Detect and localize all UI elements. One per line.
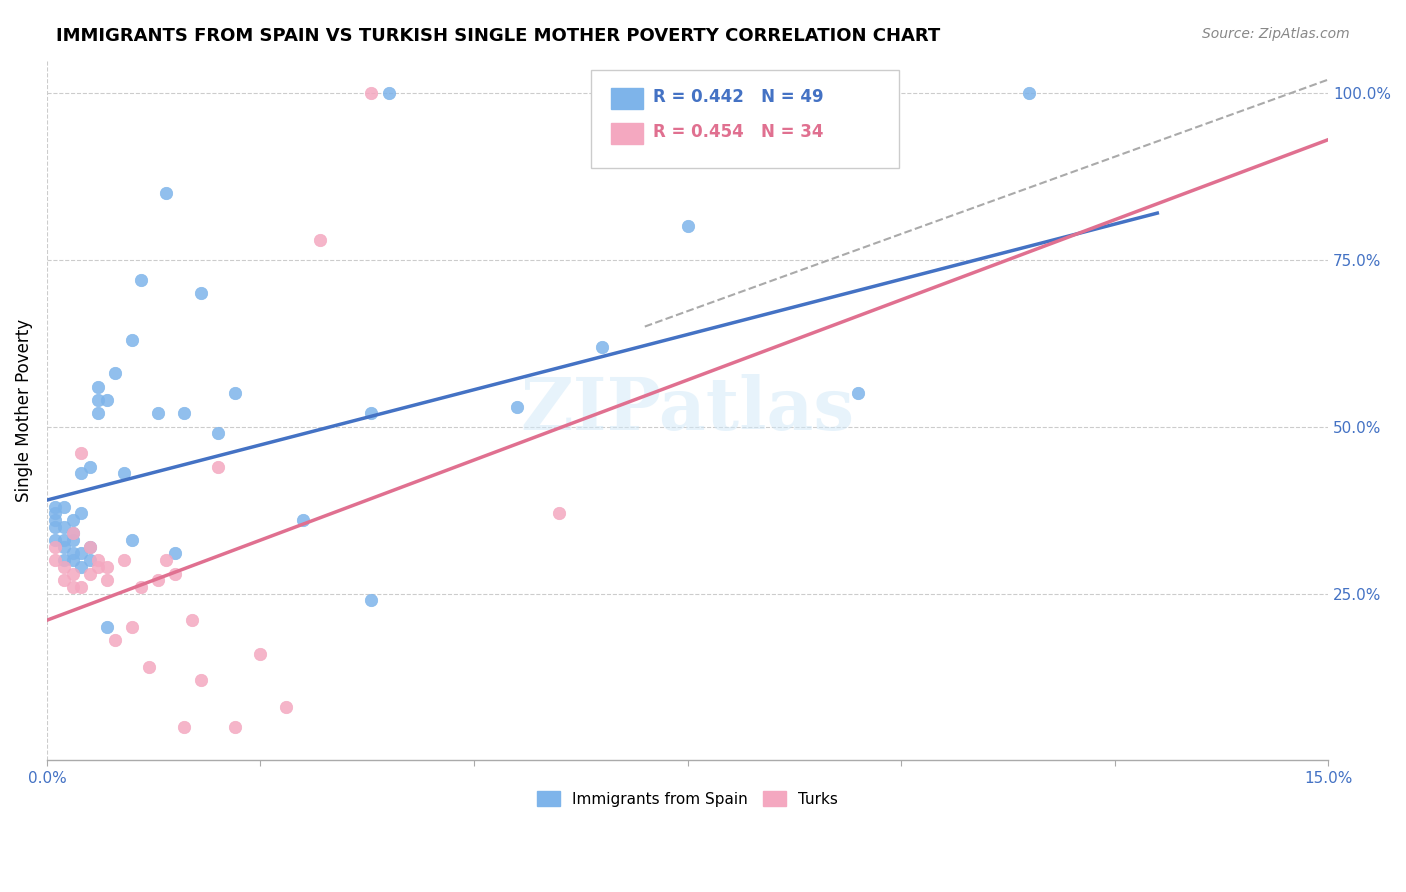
Point <box>96 392 118 407</box>
Point <box>70 467 93 481</box>
Point <box>121 333 143 347</box>
Point <box>548 507 571 521</box>
Point <box>79 540 101 554</box>
Point <box>505 400 527 414</box>
Point <box>79 540 101 554</box>
Point <box>112 467 135 481</box>
FancyBboxPatch shape <box>610 123 643 144</box>
Point <box>44 500 66 514</box>
Legend: Immigrants from Spain, Turks: Immigrants from Spain, Turks <box>527 781 848 816</box>
Point <box>804 86 827 100</box>
Point <box>52 540 75 554</box>
Point <box>62 546 84 560</box>
Point <box>87 559 110 574</box>
Point <box>44 507 66 521</box>
Point <box>155 186 177 200</box>
Point <box>274 700 297 714</box>
Point <box>62 526 84 541</box>
Point <box>87 553 110 567</box>
Point <box>70 446 93 460</box>
Point <box>121 533 143 548</box>
Point <box>146 406 169 420</box>
Point <box>79 566 101 581</box>
Point <box>70 546 93 560</box>
Text: ZIPatlas: ZIPatlas <box>520 375 855 445</box>
Point <box>104 366 127 380</box>
Point <box>377 86 399 100</box>
Point <box>104 633 127 648</box>
Point <box>1018 86 1040 100</box>
Point <box>309 233 332 247</box>
Point <box>292 513 315 527</box>
Point <box>181 613 204 627</box>
Point <box>112 553 135 567</box>
Point <box>62 533 84 548</box>
Point <box>207 426 229 441</box>
Point <box>190 286 212 301</box>
Point <box>62 513 84 527</box>
Point <box>70 580 93 594</box>
Point <box>207 459 229 474</box>
Point <box>96 620 118 634</box>
Point <box>163 566 186 581</box>
Point <box>249 647 271 661</box>
Point <box>96 559 118 574</box>
FancyBboxPatch shape <box>592 70 898 169</box>
Point <box>360 406 382 420</box>
Point <box>121 620 143 634</box>
Point <box>96 573 118 587</box>
Point <box>360 593 382 607</box>
Point <box>129 580 152 594</box>
Text: R = 0.442   N = 49: R = 0.442 N = 49 <box>652 87 824 106</box>
Point <box>62 526 84 541</box>
Point <box>138 660 160 674</box>
Point <box>224 386 246 401</box>
Point <box>52 533 75 548</box>
Point <box>70 507 93 521</box>
Point <box>52 559 75 574</box>
Point <box>62 553 84 567</box>
Point <box>224 720 246 734</box>
Point <box>52 500 75 514</box>
Text: IMMIGRANTS FROM SPAIN VS TURKISH SINGLE MOTHER POVERTY CORRELATION CHART: IMMIGRANTS FROM SPAIN VS TURKISH SINGLE … <box>56 27 941 45</box>
Point <box>52 573 75 587</box>
Point <box>70 559 93 574</box>
FancyBboxPatch shape <box>610 87 643 109</box>
Point <box>846 386 869 401</box>
Y-axis label: Single Mother Poverty: Single Mother Poverty <box>15 318 32 501</box>
Point <box>52 520 75 534</box>
Point <box>62 580 84 594</box>
Point <box>676 219 699 234</box>
Text: R = 0.454   N = 34: R = 0.454 N = 34 <box>652 123 824 141</box>
Point <box>87 379 110 393</box>
Point <box>591 340 613 354</box>
Text: Source: ZipAtlas.com: Source: ZipAtlas.com <box>1202 27 1350 41</box>
Point <box>87 392 110 407</box>
Point <box>52 553 75 567</box>
Point <box>62 566 84 581</box>
Point <box>146 573 169 587</box>
Point <box>79 553 101 567</box>
Point <box>79 459 101 474</box>
Point <box>44 553 66 567</box>
Point <box>44 533 66 548</box>
Point <box>173 720 195 734</box>
Point <box>173 406 195 420</box>
Point <box>44 513 66 527</box>
Point <box>804 86 827 100</box>
Point <box>190 673 212 688</box>
Point <box>87 406 110 420</box>
Point <box>44 520 66 534</box>
Point <box>129 273 152 287</box>
Point <box>360 86 382 100</box>
Point <box>155 553 177 567</box>
Point <box>163 546 186 560</box>
Point <box>44 540 66 554</box>
